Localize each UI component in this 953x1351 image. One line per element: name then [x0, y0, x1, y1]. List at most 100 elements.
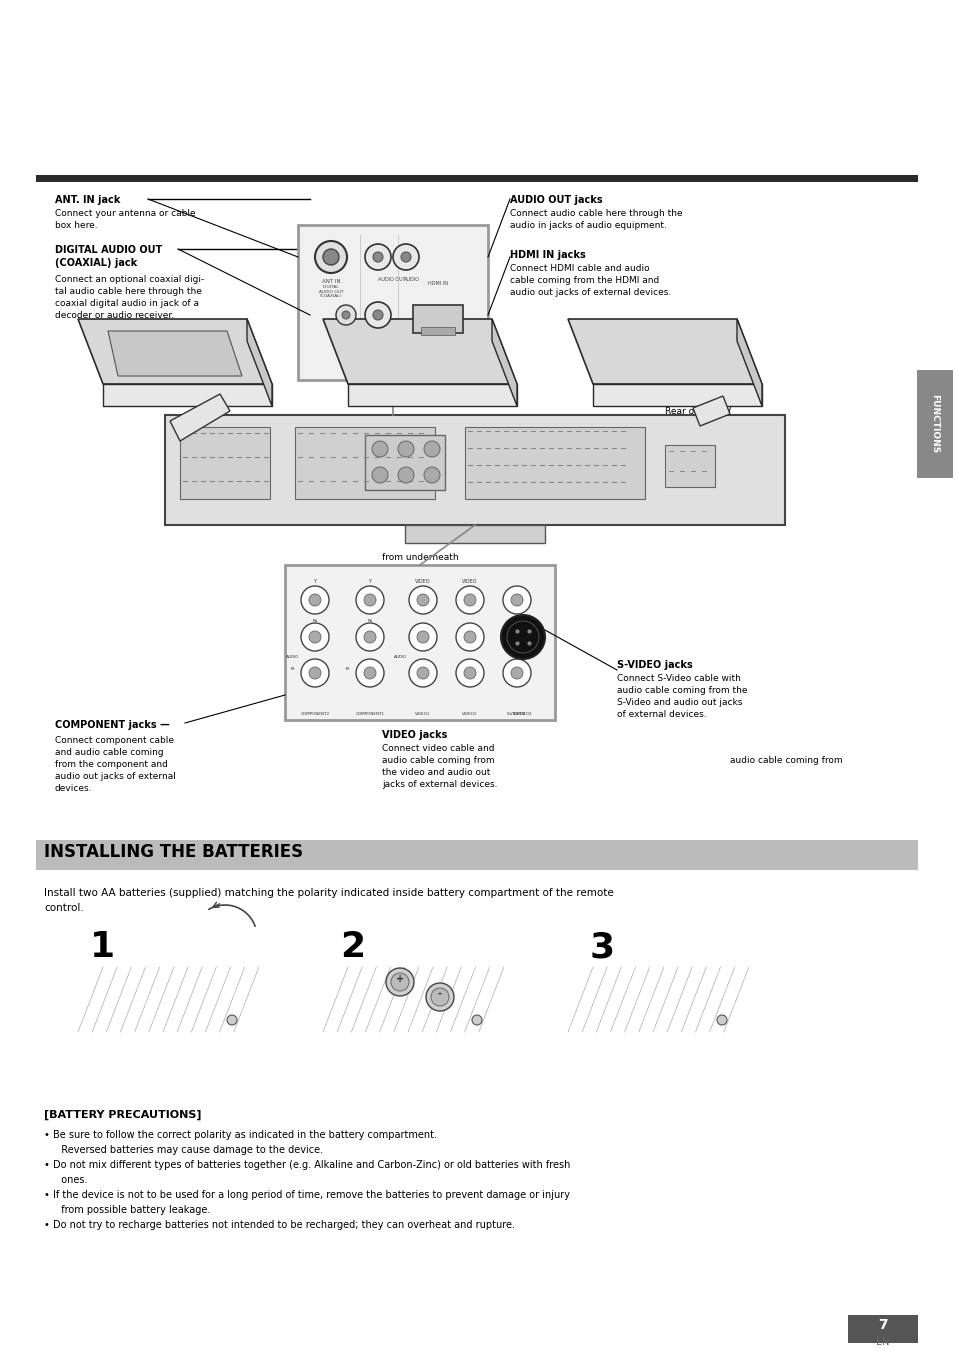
Bar: [165, 415, 784, 526]
Circle shape: [416, 631, 429, 643]
Polygon shape: [247, 319, 272, 407]
Text: S-VIDEO jacks: S-VIDEO jacks: [617, 661, 692, 670]
Bar: [405, 526, 544, 543]
Text: VIDEO: VIDEO: [415, 580, 431, 584]
Text: • If the device is not to be used for a long period of time, remove the batterie: • If the device is not to be used for a …: [44, 1190, 569, 1200]
Text: COMPONENT1: COMPONENT1: [355, 712, 384, 716]
Circle shape: [400, 253, 411, 262]
Circle shape: [309, 667, 320, 680]
Circle shape: [472, 1015, 481, 1025]
Circle shape: [456, 586, 483, 613]
Text: Connect video cable and: Connect video cable and: [381, 744, 494, 753]
Circle shape: [386, 969, 414, 996]
Circle shape: [227, 1015, 236, 1025]
Circle shape: [502, 586, 531, 613]
Circle shape: [423, 440, 439, 457]
Circle shape: [511, 667, 522, 680]
Circle shape: [373, 309, 382, 320]
Bar: [413, 305, 462, 332]
Bar: [664, 444, 714, 486]
Circle shape: [301, 659, 329, 688]
Circle shape: [416, 594, 429, 607]
Polygon shape: [348, 384, 517, 407]
Circle shape: [364, 594, 375, 607]
Polygon shape: [593, 384, 761, 407]
Text: Connect HDMI cable and audio: Connect HDMI cable and audio: [510, 263, 649, 273]
Text: ANT. IN jack: ANT. IN jack: [55, 195, 120, 205]
Circle shape: [456, 623, 483, 651]
Text: • Be sure to follow the correct polarity as indicated in the battery compartment: • Be sure to follow the correct polarity…: [44, 1129, 436, 1140]
Circle shape: [364, 631, 375, 643]
Text: from underneath: from underneath: [381, 553, 457, 562]
Text: DIGITAL AUDIO OUT: DIGITAL AUDIO OUT: [55, 245, 162, 255]
Polygon shape: [567, 319, 761, 384]
Text: (COAXIAL) jack: (COAXIAL) jack: [55, 258, 137, 267]
Circle shape: [335, 305, 355, 326]
Bar: [297, 226, 488, 380]
Circle shape: [423, 467, 439, 484]
Text: VIDEO jacks: VIDEO jacks: [381, 730, 447, 740]
Text: audio cable coming from the: audio cable coming from the: [617, 686, 747, 694]
Circle shape: [409, 659, 436, 688]
Text: Connect component cable: Connect component cable: [55, 736, 173, 744]
Circle shape: [502, 659, 531, 688]
Text: VIDEO: VIDEO: [462, 580, 477, 584]
Bar: [365, 435, 444, 490]
Circle shape: [372, 440, 388, 457]
Text: FUNCTIONS: FUNCTIONS: [929, 394, 939, 454]
Text: INSTALLING THE BATTERIES: INSTALLING THE BATTERIES: [44, 843, 303, 861]
Text: of external devices.: of external devices.: [617, 711, 706, 719]
Bar: [294, 427, 435, 499]
Text: Connect audio cable here through the: Connect audio cable here through the: [510, 209, 682, 218]
Polygon shape: [323, 319, 517, 384]
Bar: [464, 427, 644, 499]
Text: 1: 1: [90, 929, 115, 965]
Text: Pb: Pb: [367, 619, 373, 623]
Text: HDMI IN jacks: HDMI IN jacks: [510, 250, 585, 259]
Text: audio out jacks of external devices.: audio out jacks of external devices.: [510, 288, 671, 297]
Text: Rear of this TV: Rear of this TV: [664, 407, 731, 416]
Circle shape: [301, 586, 329, 613]
Polygon shape: [103, 384, 272, 407]
Circle shape: [426, 984, 454, 1011]
Text: EN: EN: [876, 1337, 889, 1347]
Text: • Do not try to recharge batteries not intended to be recharged; they can overhe: • Do not try to recharge batteries not i…: [44, 1220, 515, 1229]
Polygon shape: [170, 394, 230, 440]
Circle shape: [397, 467, 414, 484]
Circle shape: [323, 249, 338, 265]
Text: Connect your antenna or cable: Connect your antenna or cable: [55, 209, 195, 218]
Text: from possible battery leakage.: from possible battery leakage.: [55, 1205, 211, 1215]
Circle shape: [416, 667, 429, 680]
Text: COMPONENT2: COMPONENT2: [300, 712, 329, 716]
Text: Y: Y: [368, 580, 371, 584]
Bar: [285, 565, 555, 720]
Text: Pb: Pb: [312, 619, 317, 623]
Bar: [36, 176, 917, 182]
Text: audio out jacks of external: audio out jacks of external: [55, 771, 175, 781]
Text: Reversed batteries may cause damage to the device.: Reversed batteries may cause damage to t…: [55, 1146, 323, 1155]
Circle shape: [314, 240, 347, 273]
Circle shape: [373, 253, 382, 262]
Text: box here.: box here.: [55, 222, 97, 230]
Text: DIGITAL
AUDIO OUT
(COAXIAL): DIGITAL AUDIO OUT (COAXIAL): [318, 285, 343, 299]
Bar: [180, 427, 270, 499]
Circle shape: [341, 311, 350, 319]
Text: HDMI IN: HDMI IN: [428, 281, 448, 286]
Text: 3: 3: [589, 929, 615, 965]
Text: S-VIDEO2: S-VIDEO2: [513, 712, 532, 716]
Text: [BATTERY PRECAUTIONS]: [BATTERY PRECAUTIONS]: [44, 1111, 201, 1120]
Polygon shape: [108, 331, 242, 376]
Circle shape: [365, 303, 391, 328]
Circle shape: [397, 440, 414, 457]
Text: S-Video and audio out jacks: S-Video and audio out jacks: [617, 698, 741, 707]
Polygon shape: [492, 319, 517, 407]
Text: Connect S-Video cable with: Connect S-Video cable with: [617, 674, 740, 684]
Polygon shape: [78, 319, 272, 384]
Text: control.: control.: [44, 902, 84, 913]
Text: S-VIDEO2: S-VIDEO2: [507, 712, 526, 716]
Text: tal audio cable here through the: tal audio cable here through the: [55, 286, 202, 296]
Polygon shape: [737, 319, 761, 407]
Text: audio in jacks of audio equipment.: audio in jacks of audio equipment.: [510, 222, 666, 230]
Text: AUDIO: AUDIO: [403, 277, 419, 282]
Text: Pr: Pr: [291, 667, 294, 671]
